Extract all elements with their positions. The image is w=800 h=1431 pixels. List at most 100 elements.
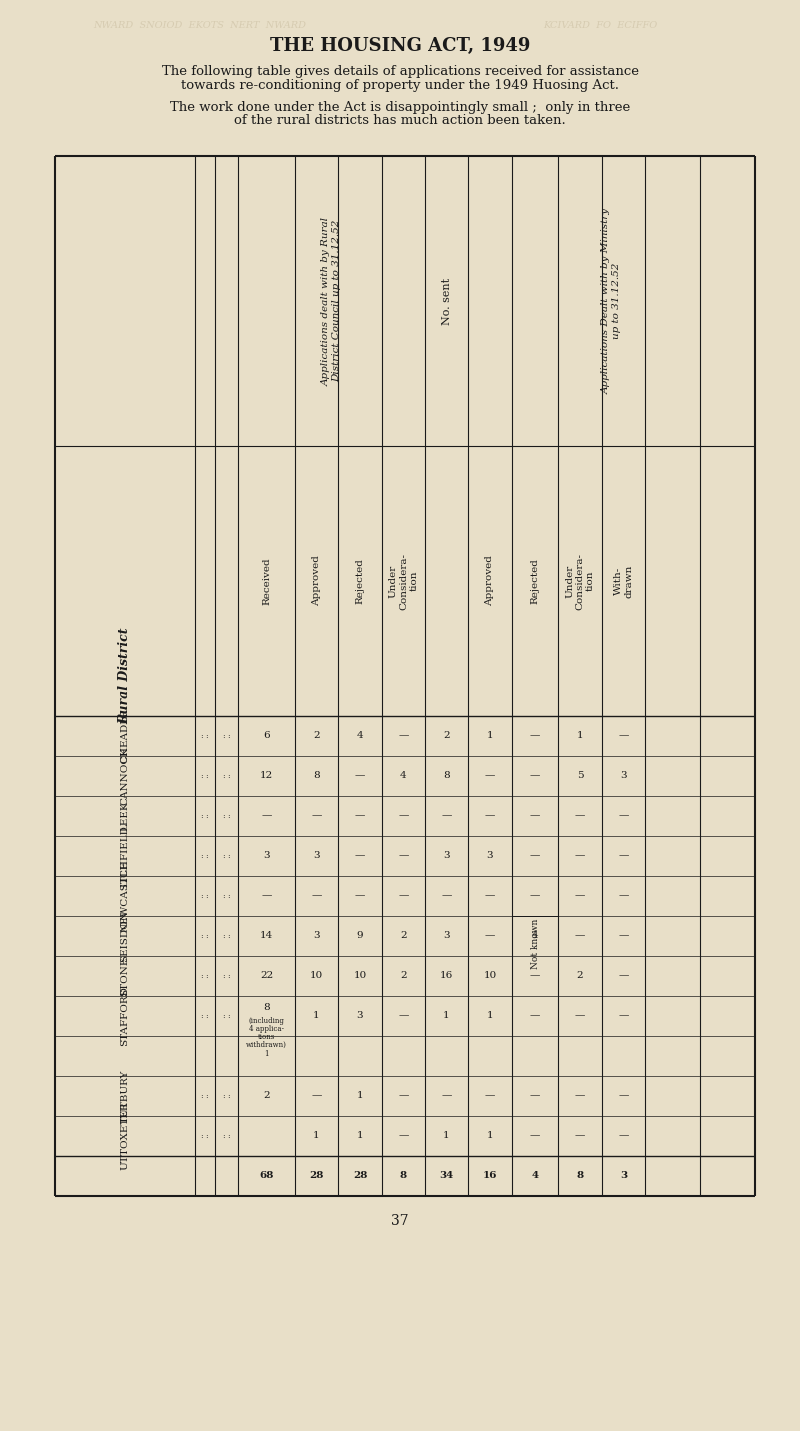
Text: —: —: [485, 1092, 495, 1100]
Text: 3: 3: [443, 932, 450, 940]
Text: —: —: [262, 892, 272, 900]
Text: 3: 3: [620, 771, 627, 780]
Text: —: —: [311, 811, 322, 820]
Text: 16: 16: [440, 972, 453, 980]
Text: —: —: [398, 731, 409, 740]
Text: LEEK: LEEK: [121, 801, 130, 831]
Text: 1: 1: [443, 1132, 450, 1141]
Text: —: —: [530, 1012, 540, 1020]
Text: 12: 12: [260, 771, 273, 780]
Text: 1: 1: [313, 1132, 320, 1141]
Text: 1: 1: [313, 1012, 320, 1020]
Text: 8: 8: [313, 771, 320, 780]
Text: —: —: [442, 811, 452, 820]
Text: : :: : :: [201, 811, 209, 820]
Text: —: —: [442, 1092, 452, 1100]
Text: —: —: [618, 1012, 629, 1020]
Text: 3: 3: [486, 851, 494, 860]
Text: Received: Received: [262, 557, 271, 605]
Text: towards re-conditioning of property under the 1949 Huosing Act.: towards re-conditioning of property unde…: [181, 79, 619, 92]
Text: (including: (including: [249, 1017, 285, 1025]
Text: : :: : :: [201, 1132, 209, 1141]
Text: 14: 14: [260, 932, 273, 940]
Text: The following table gives details of applications received for assistance: The following table gives details of app…: [162, 64, 638, 77]
Text: 9: 9: [357, 932, 363, 940]
Text: 10: 10: [354, 972, 366, 980]
Text: 1: 1: [486, 1012, 494, 1020]
Text: —: —: [530, 1092, 540, 1100]
Text: 4 applica-: 4 applica-: [249, 1025, 284, 1033]
Text: STONE: STONE: [121, 956, 130, 996]
Text: 1: 1: [357, 1092, 363, 1100]
Text: : :: : :: [222, 733, 230, 740]
Text: : :: : :: [201, 851, 209, 860]
Text: Under
Considera-
tion: Under Considera- tion: [389, 552, 418, 610]
Text: Applications Dealt with by Ministry
up to 31.12.52: Applications Dealt with by Ministry up t…: [602, 207, 622, 394]
Text: —: —: [575, 932, 585, 940]
Text: —: —: [575, 1132, 585, 1141]
Text: 6: 6: [263, 731, 270, 740]
Text: —: —: [398, 1012, 409, 1020]
Text: —: —: [618, 972, 629, 980]
Text: 4: 4: [400, 771, 407, 780]
Text: Rural District: Rural District: [118, 628, 131, 724]
Text: —: —: [575, 892, 585, 900]
Text: 2: 2: [577, 972, 583, 980]
Text: : :: : :: [222, 972, 230, 980]
Text: NWARD  SNOIOD  EKOTS  NERT  NWARD: NWARD SNOIOD EKOTS NERT NWARD: [94, 21, 306, 30]
Text: 1: 1: [264, 1050, 269, 1058]
Text: 37: 37: [391, 1213, 409, 1228]
Text: —: —: [575, 851, 585, 860]
Text: 3: 3: [263, 851, 270, 860]
Text: —: —: [398, 1092, 409, 1100]
Text: —: —: [530, 892, 540, 900]
Text: —: —: [575, 811, 585, 820]
Text: 16: 16: [482, 1172, 498, 1181]
Text: 1: 1: [357, 1132, 363, 1141]
Text: —: —: [311, 892, 322, 900]
Text: 2: 2: [313, 731, 320, 740]
Text: —: —: [618, 811, 629, 820]
Text: : :: : :: [201, 932, 209, 940]
Text: withdrawn): withdrawn): [246, 1040, 287, 1049]
Text: 2: 2: [400, 932, 407, 940]
Text: : :: : :: [222, 1132, 230, 1141]
Text: —: —: [530, 731, 540, 740]
Text: Not known: Not known: [530, 919, 539, 969]
Text: : :: : :: [201, 733, 209, 740]
Text: : :: : :: [222, 932, 230, 940]
Text: Applications dealt with by Rural
District Council up to 31.12.52: Applications dealt with by Rural Distric…: [322, 216, 341, 385]
Text: 68: 68: [259, 1172, 274, 1181]
Text: : :: : :: [222, 1012, 230, 1020]
Text: —: —: [618, 892, 629, 900]
Text: 4: 4: [357, 731, 363, 740]
Text: —: —: [575, 1092, 585, 1100]
Text: 8: 8: [400, 1172, 407, 1181]
Text: : :: : :: [222, 811, 230, 820]
Text: 10: 10: [483, 972, 497, 980]
Text: : :: : :: [222, 771, 230, 780]
Text: —: —: [530, 811, 540, 820]
Text: 3: 3: [313, 851, 320, 860]
Text: CHEADLE: CHEADLE: [121, 708, 130, 763]
Text: of the rural districts has much action been taken.: of the rural districts has much action b…: [234, 114, 566, 127]
Text: 2: 2: [400, 972, 407, 980]
Text: —: —: [618, 932, 629, 940]
Text: —: —: [355, 892, 365, 900]
Text: Approved: Approved: [486, 555, 494, 607]
Text: : :: : :: [201, 972, 209, 980]
Text: —: —: [355, 811, 365, 820]
Text: Approved: Approved: [312, 555, 321, 607]
Text: —: —: [485, 932, 495, 940]
Text: : :: : :: [201, 1092, 209, 1100]
Text: 1: 1: [486, 1132, 494, 1141]
Text: —: —: [530, 771, 540, 780]
Text: —: —: [530, 851, 540, 860]
Text: 8: 8: [263, 1003, 270, 1013]
Text: —: —: [575, 1012, 585, 1020]
Text: 34: 34: [439, 1172, 454, 1181]
Text: 3: 3: [313, 932, 320, 940]
Text: 10: 10: [310, 972, 323, 980]
Text: KCIVARD  FO  ECIFFO: KCIVARD FO ECIFFO: [543, 21, 657, 30]
Text: SEISDON: SEISDON: [121, 910, 130, 962]
